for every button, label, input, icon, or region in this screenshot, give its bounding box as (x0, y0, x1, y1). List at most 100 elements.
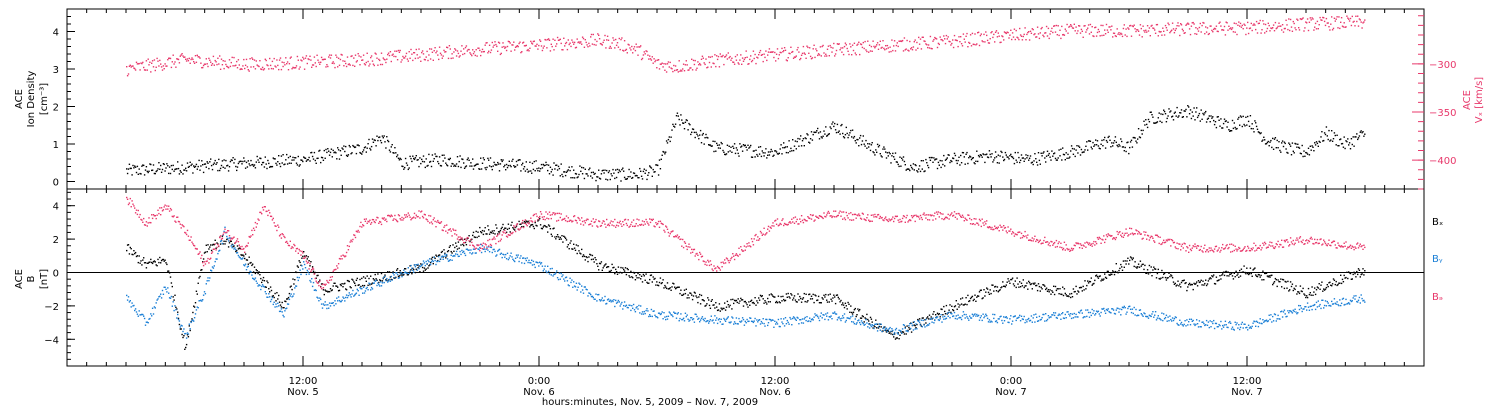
ion-density-point (956, 162, 958, 165)
bx-point (1065, 294, 1067, 296)
bx-point (1088, 280, 1091, 283)
vx-point (727, 52, 729, 54)
ion-density-point (568, 166, 570, 168)
ion-density-point (514, 166, 516, 168)
vx-point (1003, 31, 1006, 33)
bx-point (954, 305, 957, 307)
vx-point (607, 39, 610, 41)
bx-point (1062, 286, 1064, 288)
vx-point (791, 51, 793, 53)
ion-density-point (615, 176, 618, 179)
bx-point (342, 286, 344, 288)
bx-point (332, 285, 334, 287)
ion-density-point (372, 141, 375, 143)
bx-point (1036, 289, 1039, 292)
ion-density-point (1328, 129, 1330, 132)
ion-density-point (819, 131, 822, 133)
bx-point (1146, 269, 1149, 271)
by-point (279, 310, 282, 312)
vx-point (1210, 25, 1212, 27)
bx-point (912, 321, 915, 323)
vx-point (624, 49, 627, 51)
vx-point (1105, 23, 1108, 26)
vx-point (921, 36, 923, 38)
by-point (183, 328, 185, 330)
vx-point (920, 48, 923, 50)
vx-point (1297, 19, 1299, 21)
vx-point (280, 68, 283, 71)
by-point (438, 260, 441, 263)
bx-point (783, 298, 785, 301)
bx-point (496, 227, 498, 229)
bx-point (1239, 269, 1241, 272)
vx-point (697, 61, 699, 63)
ion-density-point (887, 155, 889, 157)
ion-density-point (1208, 115, 1210, 117)
x-tick-label-time: 12:00 (761, 376, 790, 387)
ion-density-point (1268, 145, 1270, 147)
ion-density-point (752, 150, 755, 152)
ion-density-point (688, 122, 690, 125)
ion-density-point (914, 164, 916, 166)
ion-density-point (1025, 154, 1027, 156)
vx-point (379, 63, 382, 66)
vx-point (579, 42, 581, 44)
bx-point (1009, 282, 1011, 284)
vx-point (233, 56, 235, 59)
ion-density-point (817, 132, 820, 134)
vx-point (354, 54, 357, 56)
bx-point (808, 293, 810, 296)
bx-point (578, 250, 580, 252)
vx-point (127, 73, 130, 75)
ion-density-point (1202, 112, 1204, 115)
by-point (463, 250, 465, 253)
ion-density-point (1103, 139, 1105, 141)
bx-point (227, 246, 230, 248)
by-point (400, 271, 402, 274)
vx-point (847, 50, 849, 52)
ion-density-point (1292, 150, 1294, 152)
bx-point (256, 270, 258, 272)
by-point (243, 264, 245, 266)
vx-point (666, 63, 669, 65)
bx-point (706, 303, 708, 305)
ion-density-point (657, 174, 660, 176)
vx-point (354, 65, 356, 67)
ion-density-point (786, 146, 788, 148)
ion-density-point (1006, 156, 1008, 158)
ion-density-point (505, 163, 508, 166)
ion-density-point (328, 150, 330, 152)
ion-density-point (1331, 130, 1333, 132)
ion-density-point (632, 176, 634, 179)
vx-point (974, 33, 976, 35)
bx-point (1275, 279, 1277, 281)
ion-density-point (1036, 164, 1039, 166)
by-point (220, 240, 223, 242)
by-point (266, 296, 268, 298)
bx-point (633, 272, 636, 274)
by-point (228, 237, 231, 239)
ion-density-point (1198, 112, 1201, 115)
vx-point (200, 62, 202, 64)
bx-point (742, 305, 745, 307)
bx-point (1104, 276, 1107, 279)
bx-point (1291, 283, 1294, 285)
ion-density-point (767, 151, 770, 153)
bx-point (1010, 278, 1012, 281)
ion-density-point (1279, 149, 1281, 152)
vx-point (905, 48, 907, 50)
ion-density-point (358, 145, 360, 147)
vx-point (137, 63, 139, 65)
bx-point (519, 223, 521, 225)
vx-point (910, 47, 913, 49)
vx-point (499, 53, 502, 56)
bx-point (1159, 278, 1161, 280)
vx-point (243, 58, 245, 61)
bx-point (955, 300, 957, 302)
by-point (295, 285, 297, 287)
vx-point (1106, 29, 1109, 31)
bx-point (664, 284, 666, 287)
ion-density-point (799, 138, 801, 140)
bx-point (1346, 271, 1348, 273)
by-point (344, 300, 346, 302)
